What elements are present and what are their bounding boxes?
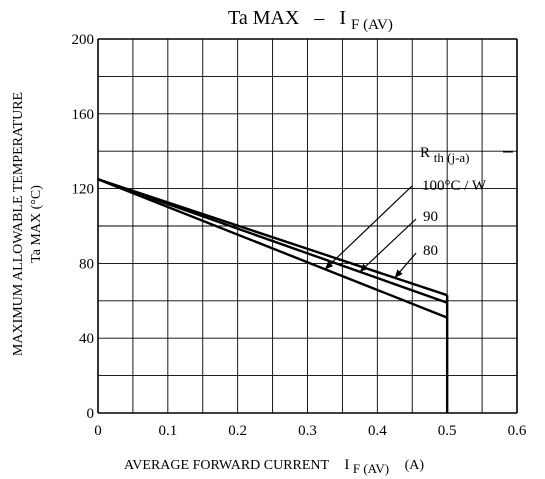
annotation-leader bbox=[324, 185, 413, 270]
y-tick-label: 200 bbox=[72, 32, 95, 48]
series-line-1 bbox=[97, 178, 448, 319]
chart-title-var: I bbox=[339, 7, 346, 29]
series-annotations: 100°C / W 90 80 bbox=[324, 178, 487, 279]
x-axis-ticks: 0 0.1 0.2 0.3 0.4 0.5 0.6 bbox=[94, 423, 527, 439]
x-axis-label-main: AVERAGE FORWARD CURRENT bbox=[124, 458, 330, 473]
chart-title-sub: F (AV) bbox=[351, 17, 393, 33]
legend-title-main: R bbox=[420, 145, 430, 161]
chart-title-dash: – bbox=[313, 7, 325, 29]
annotation-label: 100°C / W bbox=[422, 178, 487, 194]
chart-title-main: Ta MAX bbox=[228, 7, 300, 29]
annotation-label: 80 bbox=[423, 243, 438, 259]
annotation-label: 90 bbox=[423, 209, 438, 225]
plot-grid bbox=[97, 38, 518, 414]
chart-title: Ta MAX – I F (AV) bbox=[228, 7, 393, 33]
x-tick-label: 0.4 bbox=[368, 423, 387, 439]
y-tick-label: 160 bbox=[72, 107, 95, 123]
legend-title-sub: th (j-a) bbox=[434, 150, 470, 165]
y-axis-ticks: 0 40 80 120 160 200 bbox=[72, 32, 95, 422]
x-tick-label: 0.2 bbox=[228, 423, 247, 439]
legend-title: R th (j-a) bbox=[420, 145, 470, 165]
annotation-arrowhead bbox=[324, 261, 334, 270]
x-tick-label: 0.1 bbox=[158, 423, 177, 439]
y-tick-label: 80 bbox=[79, 256, 94, 272]
y-axis-label-line1: MAXIMUM ALLOWABLE TEMPERATURE bbox=[11, 92, 26, 356]
y-tick-label: 0 bbox=[87, 406, 95, 422]
x-tick-label: 0.3 bbox=[298, 423, 317, 439]
annotation-arrowhead bbox=[359, 263, 369, 272]
annotation-arrowhead bbox=[394, 269, 403, 278]
y-tick-label: 120 bbox=[72, 182, 95, 198]
plot-series bbox=[97, 178, 449, 413]
y-axis-label-line2: Ta MAX (°C) bbox=[29, 185, 44, 263]
x-axis-label-unit: (A) bbox=[405, 458, 425, 473]
x-tick-label: 0.6 bbox=[508, 423, 527, 439]
x-tick-label: 0.5 bbox=[438, 423, 457, 439]
x-axis-label-sub: F (AV) bbox=[353, 461, 389, 476]
series-line-3 bbox=[97, 178, 448, 297]
x-axis-label: AVERAGE FORWARD CURRENT I F (AV) (A) bbox=[124, 457, 424, 477]
x-tick-label: 0 bbox=[94, 423, 102, 439]
y-tick-label: 40 bbox=[79, 331, 94, 347]
x-axis-label-var: I bbox=[344, 457, 349, 473]
annotation-leader bbox=[359, 218, 417, 273]
